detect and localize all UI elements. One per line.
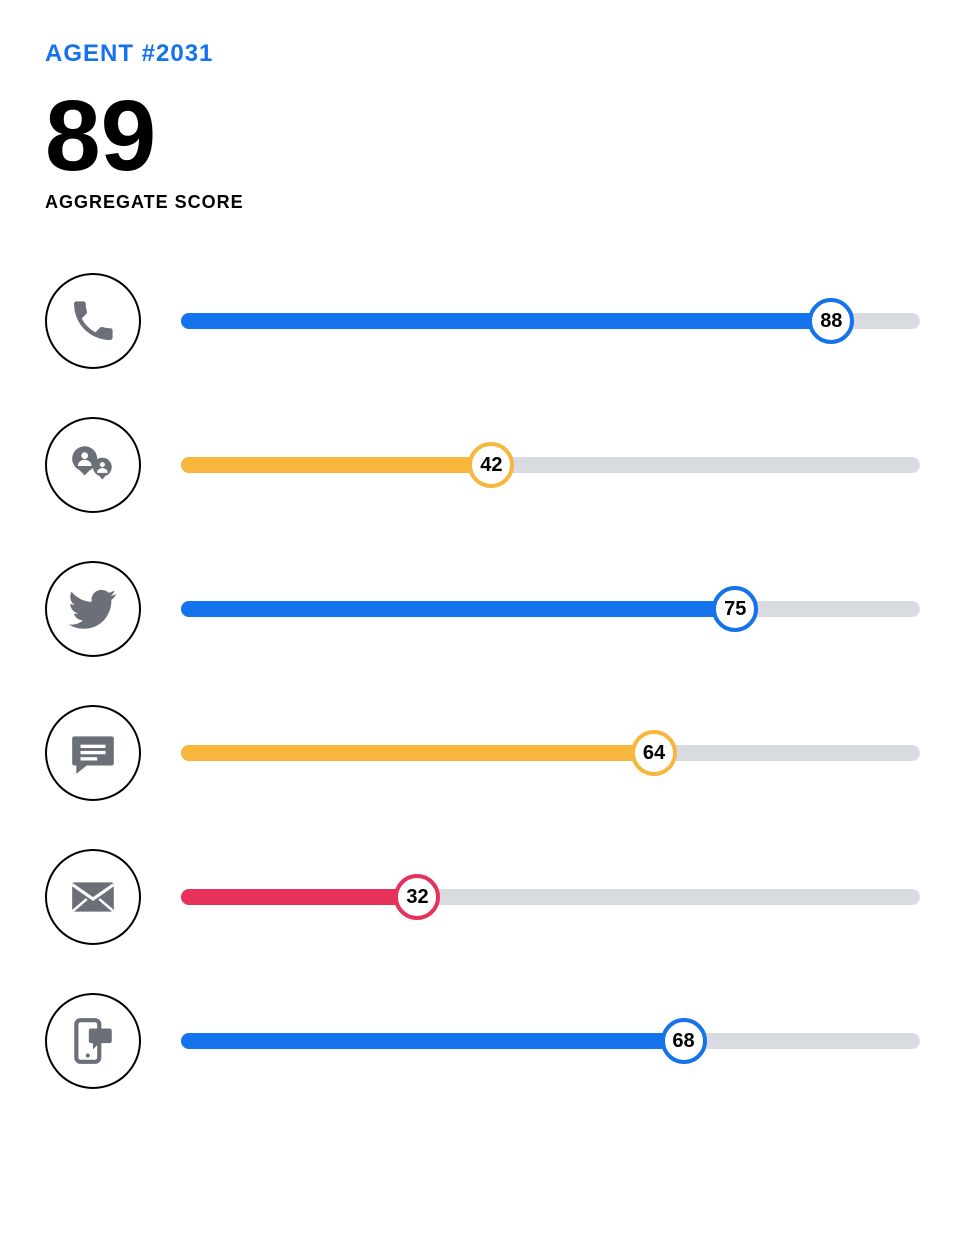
message-icon [45, 705, 141, 801]
slider-fill [181, 457, 491, 473]
slider-knob[interactable]: 64 [631, 730, 677, 776]
slider-knob[interactable]: 68 [661, 1018, 707, 1064]
score-slider[interactable]: 32 [181, 873, 920, 921]
aggregate-score-value: 89 [45, 86, 920, 186]
slider-fill [181, 889, 417, 905]
score-slider[interactable]: 68 [181, 1017, 920, 1065]
twitter-icon [45, 561, 141, 657]
agent-title: AGENT #2031 [45, 40, 920, 68]
channel-row: 32 [45, 849, 920, 945]
slider-fill [181, 601, 735, 617]
slider-knob[interactable]: 32 [394, 874, 440, 920]
score-slider[interactable]: 88 [181, 297, 920, 345]
slider-fill [181, 1033, 684, 1049]
channel-row: 88 [45, 273, 920, 369]
slider-fill [181, 745, 654, 761]
slider-knob[interactable]: 42 [468, 442, 514, 488]
phone-icon [45, 273, 141, 369]
slider-fill [181, 313, 831, 329]
mail-icon [45, 849, 141, 945]
slider-knob[interactable]: 88 [808, 298, 854, 344]
channel-row: 75 [45, 561, 920, 657]
score-slider[interactable]: 75 [181, 585, 920, 633]
channel-rows: 88 42 75 64 32 68 [45, 273, 920, 1089]
aggregate-score-label: AGGREGATE SCORE [45, 192, 920, 213]
score-slider[interactable]: 42 [181, 441, 920, 489]
channel-row: 42 [45, 417, 920, 513]
channel-row: 68 [45, 993, 920, 1089]
chat-people-icon [45, 417, 141, 513]
channel-row: 64 [45, 705, 920, 801]
mobile-chat-icon [45, 993, 141, 1089]
score-slider[interactable]: 64 [181, 729, 920, 777]
slider-knob[interactable]: 75 [712, 586, 758, 632]
